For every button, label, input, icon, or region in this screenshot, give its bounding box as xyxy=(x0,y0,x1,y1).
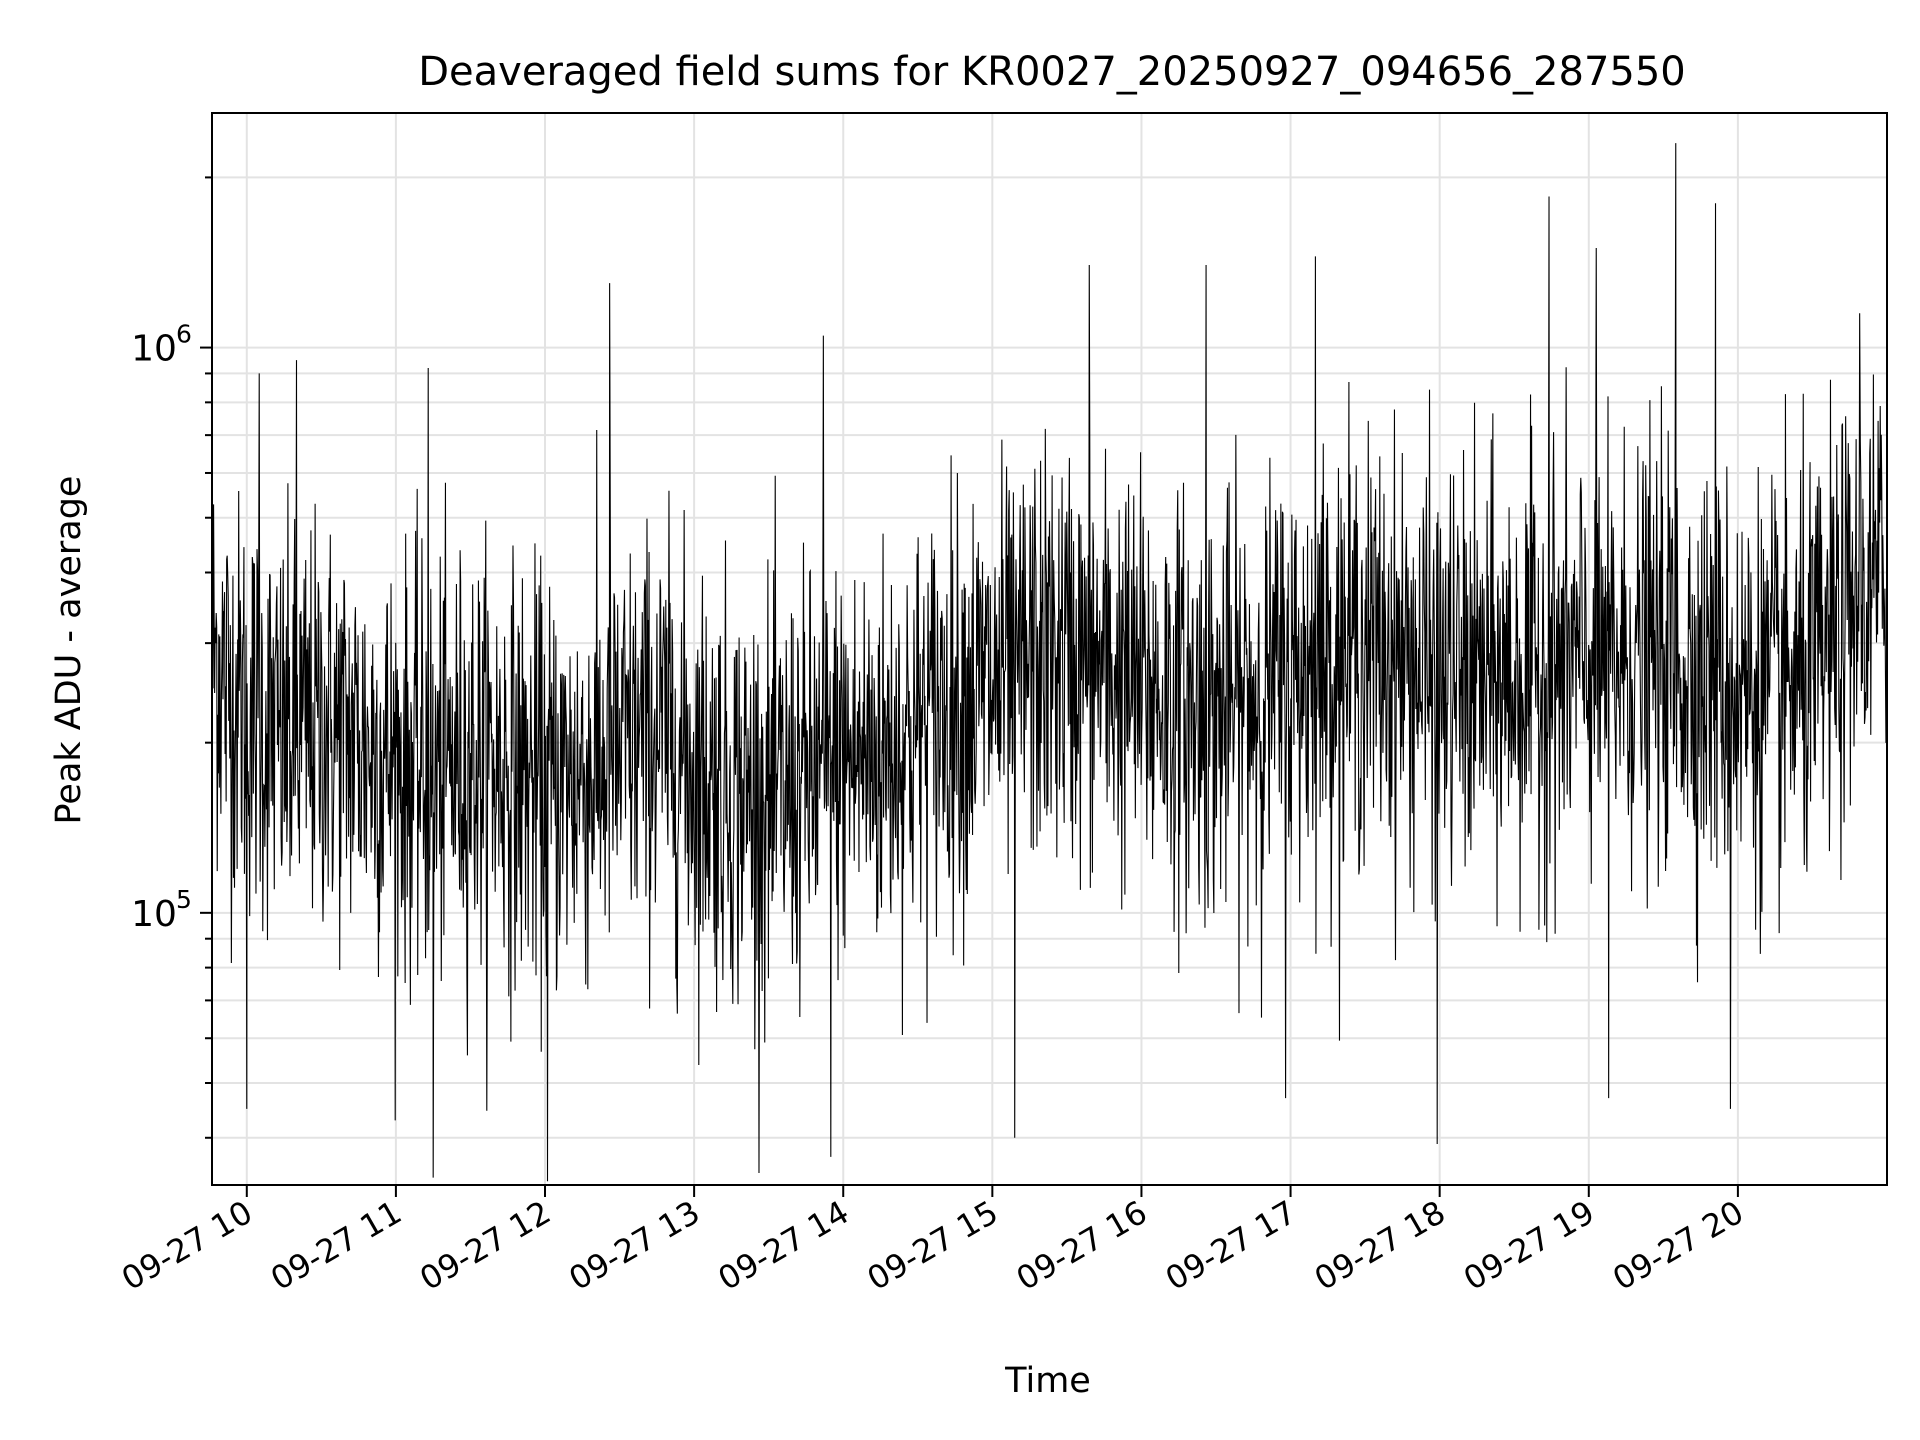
y-axis-label: Peak ADU - average xyxy=(49,476,89,825)
y-tick-label-exponent: 5 xyxy=(176,885,192,914)
series-layer xyxy=(212,143,1887,1182)
chart-title: Deaveraged field sums for KR0027_2025092… xyxy=(418,49,1686,95)
y-tick-label-exponent: 6 xyxy=(176,320,192,349)
y-tick-label: 10 xyxy=(131,329,177,370)
plot-frame xyxy=(211,112,1888,1186)
x-axis-label: Time xyxy=(1004,1361,1091,1401)
y-tick-label: 10 xyxy=(131,894,177,935)
series-line xyxy=(212,143,1887,1182)
